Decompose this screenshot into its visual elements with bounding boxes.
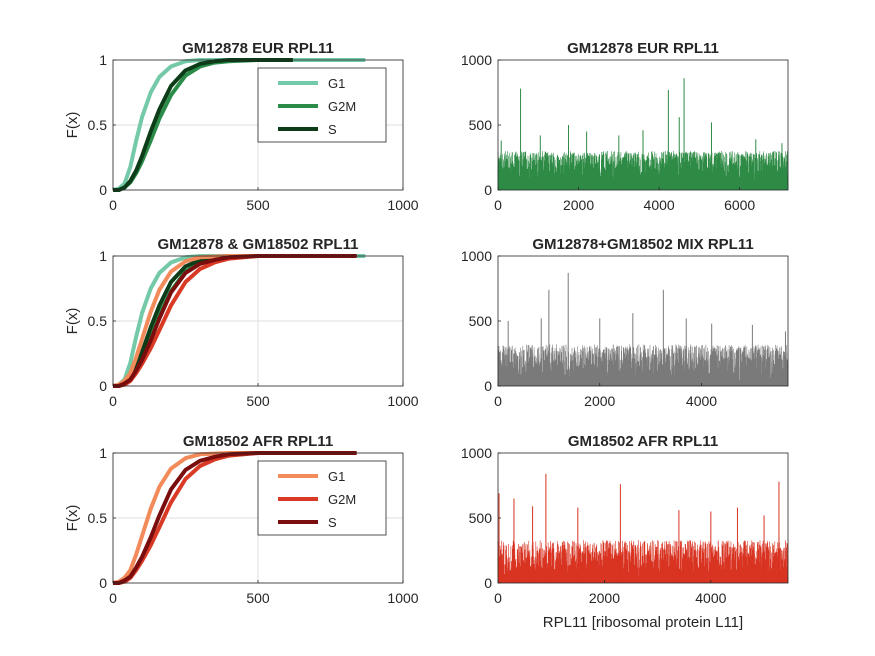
y-tick-label: 1 [99,248,107,264]
chart-afr-bar: 0 2000 4000 0 500 1000 GM18502 AFR RPL11 RPL11 … [461,433,789,631]
legend-label: S [328,122,337,137]
x-tick-label: 0 [109,197,117,213]
y-tick-label: 0.5 [88,510,108,526]
chart-title: GM18502 AFR RPL11 [183,433,333,450]
y-tick-label: 0 [484,182,492,198]
x-tick-label: 0 [494,393,502,409]
legend-box [257,460,387,536]
series-line-s-afr [113,254,357,388]
series-line-s [113,451,357,585]
y-tick-label: 0 [484,378,492,394]
x-tick-label: 4000 [686,393,717,409]
chart-mix-cdf: 0 500 1000 0 0.5 1 GM12878 & GM18502 RPL11 F(x) [64,236,419,409]
x-tick-label: 1000 [387,393,418,409]
y-tick-label: 0 [99,378,107,394]
y-tick-label: 500 [469,313,493,329]
x-tick-label: 500 [246,393,270,409]
x-tick-label: 2000 [589,590,620,606]
chart-afr-cdf: 0 500 1000 0 0.5 1 GM18502 AFR RPL11 F(x) G1 G2M S [64,433,419,606]
x-axis-label: RPL11 [ribosomal protein L11] [543,614,743,631]
legend-label: S [328,515,337,530]
y-tick-label: 0.5 [88,313,108,329]
legend: G1 G2M S [257,67,387,143]
x-tick-label: 0 [494,590,502,606]
x-tick-label: 2000 [584,393,615,409]
chart-mix-bar: 0 2000 4000 0 500 1000 GM12878+GM18502 MIX RPL… [461,236,789,409]
series-line-s [113,58,293,192]
x-tick-label: 6000 [724,197,755,213]
chart-title: GM12878 EUR RPL11 [182,40,334,57]
legend: G1 G2M S [257,460,387,536]
legend-label: G2M [328,492,356,507]
y-tick-label: 0.5 [88,117,108,133]
y-axis-label: F(x) [64,308,81,335]
y-tick-label: 1 [99,445,107,461]
x-tick-label: 0 [109,393,117,409]
y-tick-label: 0 [99,182,107,198]
chart-title: GM18502 AFR RPL11 [568,433,718,450]
y-axis-label: F(x) [64,505,81,532]
x-tick-label: 500 [246,197,270,213]
x-tick-label: 2000 [563,197,594,213]
chart-title: GM12878 & GM18502 RPL11 [158,236,359,253]
legend-box [257,67,387,143]
legend-label: G1 [328,76,345,91]
x-tick-label: 500 [246,590,270,606]
y-tick-label: 1000 [461,445,492,461]
chart-eur-cdf: 0 500 1000 0 0.5 1 GM12878 EUR RPL11 F(x) G1 G2M S [64,40,419,213]
y-tick-label: 0 [99,575,107,591]
y-tick-label: 1000 [461,52,492,68]
x-tick-label: 1000 [387,197,418,213]
chart-title: GM12878 EUR RPL11 [567,40,719,57]
y-axis-label: F(x) [64,112,81,139]
x-tick-label: 0 [109,590,117,606]
x-tick-label: 4000 [695,590,726,606]
chart-title: GM12878+GM18502 MIX RPL11 [532,236,753,253]
y-tick-label: 500 [469,510,493,526]
x-tick-label: 4000 [644,197,675,213]
y-tick-label: 500 [469,117,493,133]
chart-eur-bar: 0 2000 4000 6000 0 500 1000 GM12878 EUR RPL11 [461,40,789,213]
y-tick-label: 0 [484,575,492,591]
legend-label: G2M [328,99,356,114]
x-tick-label: 1000 [387,590,418,606]
y-tick-label: 1 [99,52,107,68]
y-tick-label: 1000 [461,248,492,264]
legend-label: G1 [328,469,345,484]
x-tick-label: 0 [494,197,502,213]
